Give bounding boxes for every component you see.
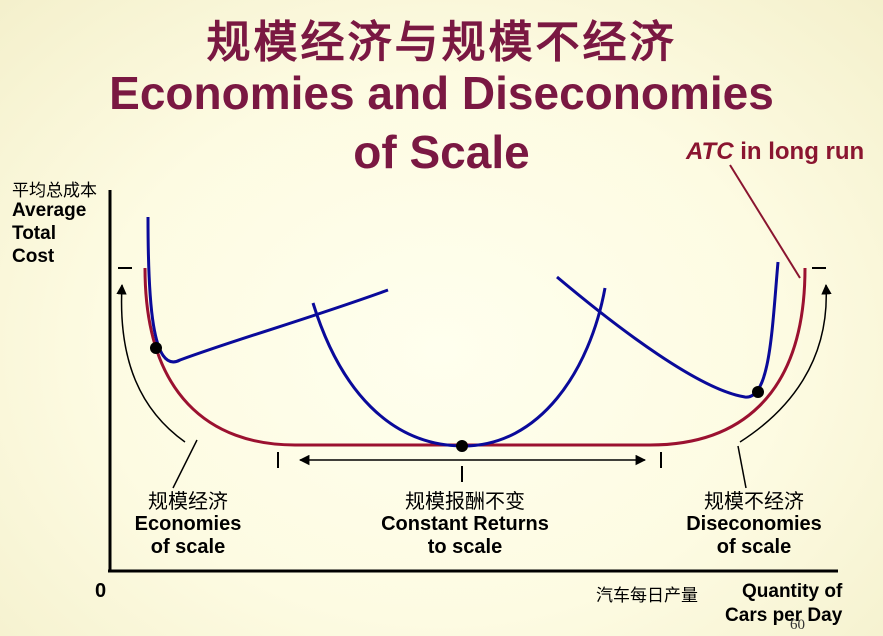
- tangency-point-right: [752, 386, 764, 398]
- x-axis-label-line2: Cars per Day: [725, 605, 843, 626]
- region-diseconomies: 规模不经济 Diseconomies of scale: [668, 490, 840, 559]
- region-economies-chinese: 规模经济: [148, 489, 228, 513]
- short-run-atc-curve-middle: [311, 287, 607, 448]
- page-number: 60: [790, 617, 805, 633]
- title-english-line1: Economies and Diseconomies: [109, 67, 774, 119]
- region-diseconomies-chinese: 规模不经济: [704, 489, 804, 513]
- x-axis-label-line1: Quantity of: [742, 581, 843, 602]
- x-axis-label-chinese: 汽车每日产量: [596, 586, 698, 606]
- region-economies-line2: of scale: [150, 536, 226, 558]
- diseconomies-arrow: [739, 283, 832, 443]
- region-diseconomies-line2: of scale: [716, 536, 792, 558]
- atc-label-rest: in long run: [733, 138, 865, 165]
- y-axis-label-line2: Total: [12, 223, 56, 244]
- short-run-atc-curve-right: [556, 261, 780, 399]
- short-run-atc-curve-left: [146, 216, 389, 364]
- region-economies: 规模经济 Economies of scale: [108, 490, 268, 559]
- y-axis-label-line1: Average: [12, 200, 87, 221]
- atc-label-italic: ATC: [686, 138, 734, 165]
- region-economies-line1: Economies: [134, 513, 242, 535]
- tangency-point-left: [150, 342, 162, 354]
- region-diseconomies-line1: Diseconomies: [686, 513, 822, 535]
- long-run-atc-curve: [143, 267, 807, 447]
- economies-arrow: [116, 283, 186, 443]
- diseconomies-label-pointer: [737, 445, 747, 489]
- region-constant-chinese: 规模报酬不变: [405, 489, 525, 513]
- atc-pointer-line: [729, 164, 801, 279]
- atc-long-run-label: ATC in long run: [686, 138, 864, 166]
- region-constant-returns: 规模报酬不变 Constant Returns to scale: [352, 490, 578, 559]
- economies-label-pointer: [172, 439, 198, 489]
- tangency-point-middle: [456, 440, 468, 452]
- y-axis-label-line3: Cost: [12, 246, 55, 267]
- origin-label: 0: [95, 580, 107, 602]
- title-english-line2: of Scale: [353, 126, 530, 178]
- x-axis-label: Quantity of Cars per Day: [708, 580, 842, 628]
- region-constant-line2: to scale: [427, 536, 503, 558]
- y-axis-label-chinese: 平均总成本: [12, 181, 97, 201]
- title-chinese: 规模经济与规模不经济: [206, 17, 677, 68]
- region-constant-line1: Constant Returns: [381, 513, 549, 535]
